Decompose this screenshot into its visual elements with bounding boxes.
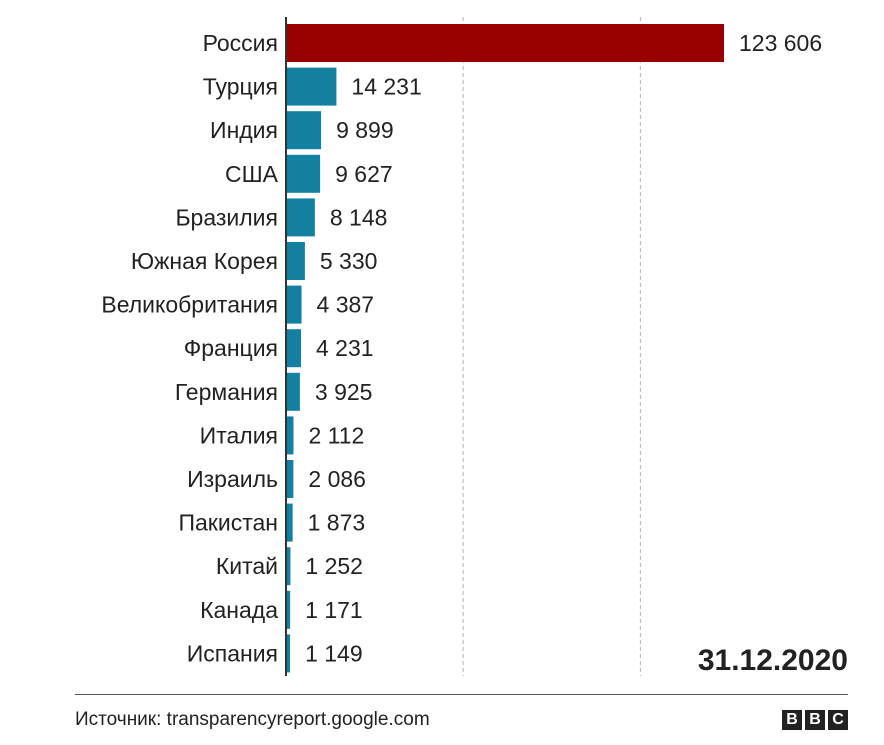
value-label: 9 899 <box>336 117 394 143</box>
value-label: 1 149 <box>305 640 363 666</box>
bar <box>286 111 322 150</box>
bar <box>286 372 300 411</box>
bar <box>286 198 315 237</box>
category-label: Бразилия <box>175 204 278 230</box>
value-label: 3 925 <box>315 379 373 405</box>
bbc-logo-letter: B <box>782 710 802 730</box>
source-note: Источник: transparencyreport.google.com <box>75 709 430 730</box>
value-label: 1 873 <box>308 510 366 536</box>
value-label: 4 231 <box>316 335 374 361</box>
bar <box>286 329 301 368</box>
category-label: Китай <box>216 553 278 579</box>
category-label: Южная Корея <box>131 248 278 274</box>
value-label: 8 148 <box>330 204 388 230</box>
category-label: Израиль <box>187 466 278 492</box>
category-label: Италия <box>200 422 278 448</box>
bar-chart: Россия 123 606 Турция 14 231 Индия 9 899 США 9 … <box>101 17 848 677</box>
value-label: 1 252 <box>305 553 363 579</box>
bar <box>286 154 321 193</box>
bar <box>286 416 294 455</box>
bar <box>286 24 724 62</box>
category-label: Великобритания <box>101 292 278 318</box>
category-label: Канада <box>200 597 278 623</box>
bbc-logo-letter: B <box>805 710 825 730</box>
date-annotation: 31.12.2020 <box>698 644 848 677</box>
value-label: 4 387 <box>317 292 375 318</box>
bbc-logo-letter: C <box>828 710 848 730</box>
category-label: Франция <box>184 335 278 361</box>
category-label: Турция <box>203 74 278 100</box>
bar <box>286 590 291 629</box>
chart-svg: Россия 123 606 Турция 14 231 Индия 9 899 США 9 … <box>101 17 848 677</box>
value-label: 14 231 <box>351 74 421 100</box>
category-label: Пакистан <box>178 510 278 536</box>
category-label: Индия <box>210 117 278 143</box>
bar <box>286 460 294 498</box>
bar <box>286 547 291 586</box>
category-label: США <box>225 161 279 187</box>
bar <box>286 67 337 106</box>
value-label: 1 171 <box>305 597 363 623</box>
footer-divider <box>75 694 848 695</box>
value-label: 123 606 <box>739 30 822 56</box>
bar <box>286 503 293 542</box>
value-label: 9 627 <box>335 161 393 187</box>
bar <box>286 285 302 324</box>
bar <box>286 242 305 280</box>
bar <box>286 634 291 673</box>
value-label: 2 112 <box>308 422 364 448</box>
category-label: Испания <box>187 640 278 666</box>
bbc-logo: B B C <box>782 710 848 730</box>
category-label: Германия <box>175 379 278 405</box>
value-label: 2 086 <box>308 466 366 492</box>
value-label: 5 330 <box>320 248 378 274</box>
category-label: Россия <box>203 30 278 56</box>
